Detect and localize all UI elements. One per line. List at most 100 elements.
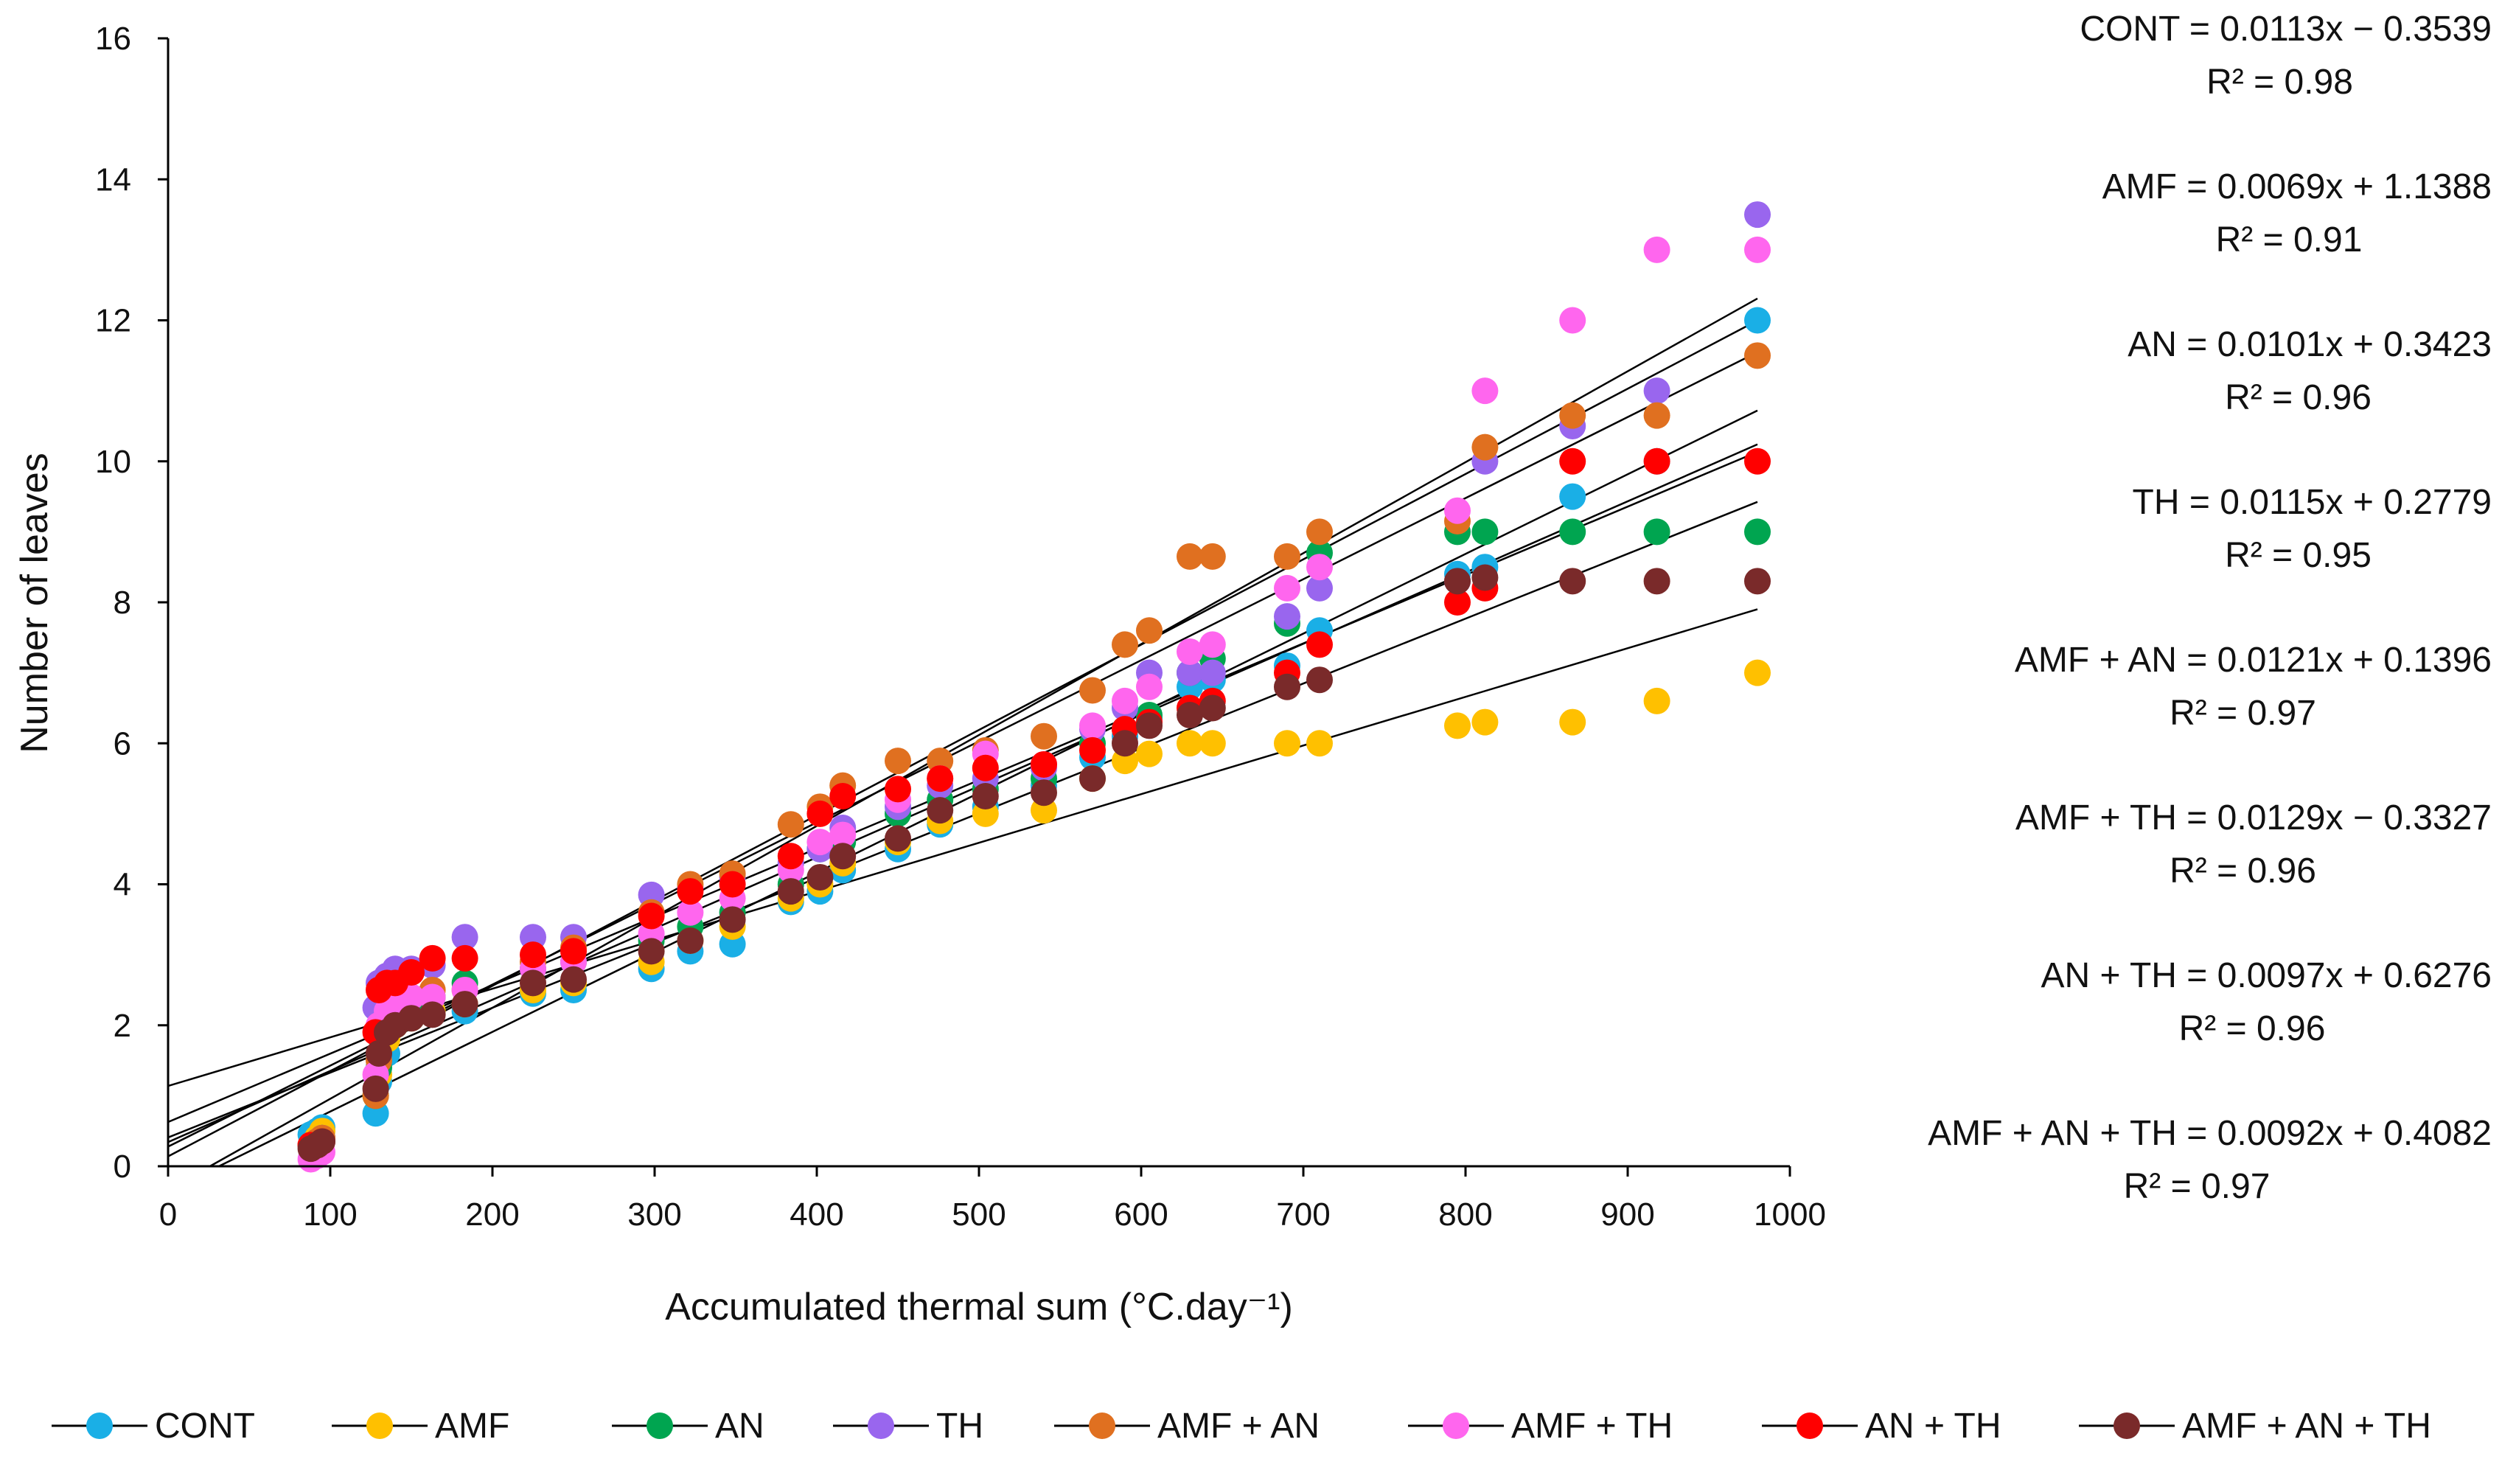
point-amf-an [1136,617,1163,644]
legend-item: AMF + AN [1054,1407,1320,1446]
point-amf-th [1079,712,1106,739]
legend-item: TH [833,1407,983,1446]
point-amf [1744,659,1771,686]
point-amf [1274,730,1300,757]
point-amf [1643,687,1670,714]
x-tick-label: 300 [627,1196,681,1233]
legend-label: AMF [435,1407,509,1446]
point-amf-th [1199,631,1226,658]
trendline-equation: TH = 0.0115x + 0.2779 [2133,483,2492,522]
point-amf-th [1306,554,1333,581]
point-amf-an-th [1471,564,1499,591]
legend-marker [2114,1412,2140,1439]
point-an-th [398,959,425,986]
legend-label: AN [715,1407,764,1446]
point-an-th [520,941,546,969]
legend-item: AMF [332,1407,509,1446]
legend-marker [86,1412,113,1439]
point-an-th [806,800,834,827]
point-amf-an-th [1643,568,1670,595]
point-an-th [560,938,587,965]
trend-lines [167,297,1758,1168]
x-tick-label: 500 [952,1196,1006,1233]
point-amf-an-th [885,825,911,852]
point-cont [1744,307,1771,334]
point-an-th [1079,736,1106,764]
y-tick-label: 12 [95,303,131,339]
trendline-equation: CONT = 0.0113x − 0.3539 [2080,10,2492,49]
point-amf-an [1274,543,1300,570]
legend-label: CONT [155,1407,255,1446]
point-amf-an-th [1112,730,1138,757]
data-points [297,201,1771,1173]
plot-area [167,201,1771,1173]
point-an-th [1031,750,1057,778]
point-amf-an-th [1306,666,1333,694]
trendline-equation: AMF + AN + TH = 0.0092x + 0.4082 [1928,1114,2492,1153]
point-an-th [885,776,911,803]
legend-item: AN + TH [1762,1407,2001,1446]
x-axis-title: Accumulated thermal sum (°C.day⁻¹) [665,1286,1293,1328]
point-an-th [1643,447,1670,475]
point-amf-an-th [1199,694,1226,722]
legend-label: AMF + AN + TH [2182,1407,2431,1446]
point-amf [1177,730,1203,757]
legend-marker [1089,1412,1115,1439]
x-tick-label: 700 [1276,1196,1330,1233]
point-amf-an-th [1136,712,1163,739]
point-amf-th [677,899,704,926]
point-amf-an-th [1031,779,1057,807]
trendline-equation: AMF + AN = 0.0121x + 0.1396 [2015,641,2492,680]
x-tick-label: 900 [1600,1196,1654,1233]
point-amf-an-th [560,966,587,993]
y-axis-ticks: 0 2 4 6 8 10 12 14 16 [95,21,168,1185]
legend-marker [1797,1412,1823,1439]
point-amf-an [1112,631,1138,658]
point-amf-an [1199,543,1226,570]
point-amf-an-th [520,969,546,997]
point-th [451,924,478,951]
trendline-r2: R² = 0.97 [2124,1167,2271,1206]
legend-label: TH [936,1407,983,1446]
point-an [1471,518,1499,546]
point-amf-an-th [1079,765,1106,792]
point-amf-th [1744,236,1771,263]
legend-marker [868,1412,894,1439]
point-amf-th [806,829,834,856]
trendline-r2: R² = 0.96 [2225,378,2372,417]
trendline-an [167,443,1758,1143]
trendline-r2: R² = 0.97 [2170,694,2316,733]
point-amf-an-th [677,927,704,954]
point-th [1274,603,1300,630]
trendline-equation: AMF + TH = 0.0129x − 0.3327 [2015,798,2492,837]
point-th [1306,574,1333,602]
point-amf-an [1559,402,1586,429]
point-amf-an-th [451,991,478,1018]
point-an-th [1444,589,1471,616]
x-tick-label: 0 [159,1196,177,1233]
point-th [1177,659,1203,686]
point-amf [1199,730,1226,757]
point-amf-an-th [1177,702,1203,728]
point-amf-an [1471,433,1499,461]
legend-marker [647,1412,673,1439]
point-amf-an-th [1274,673,1300,700]
trendline-equation: AMF = 0.0069x + 1.1388 [2102,167,2492,206]
point-amf-th [1643,236,1670,263]
point-amf-an [1744,342,1771,369]
point-amf-th [1274,574,1300,602]
point-an-th [419,944,446,972]
point-amf-an-th [806,863,834,891]
y-tick-label: 14 [95,161,131,198]
point-amf-th [1112,687,1138,714]
y-tick-label: 10 [95,444,131,480]
y-tick-label: 16 [95,21,131,57]
x-tick-label: 1000 [1754,1196,1826,1233]
point-an-th [638,902,665,930]
y-tick-label: 8 [114,585,131,621]
legend-item: AMF + TH [1408,1407,1673,1446]
trendline-equation: AN + TH = 0.0097x + 0.6276 [2041,956,2492,995]
y-tick-label: 4 [114,867,131,903]
point-amf-th [1136,673,1163,700]
